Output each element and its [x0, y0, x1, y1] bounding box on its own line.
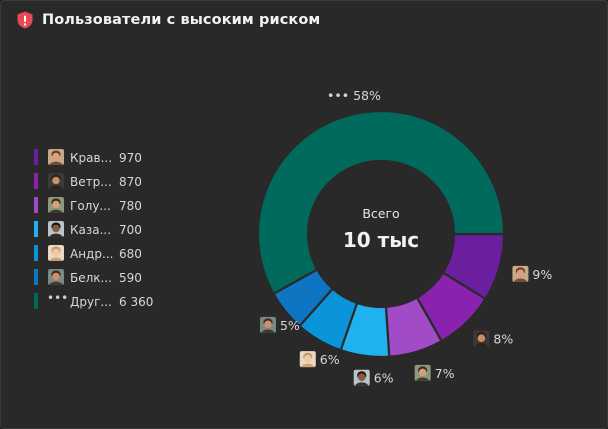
slice-percent-label: ••• 58%	[327, 88, 381, 103]
legend-swatch	[34, 269, 38, 285]
slice-label: 5%	[259, 316, 300, 333]
legend-item[interactable]: ••• Друг... 6 360	[34, 290, 164, 314]
legend-label: Ветр...	[70, 175, 112, 189]
slice-percent-label: 6%	[374, 371, 394, 386]
user-avatar	[48, 173, 64, 189]
legend-label: Каза...	[70, 223, 112, 237]
slice-percent-label: 5%	[280, 318, 300, 333]
user-avatar	[414, 364, 431, 381]
slice-label: 9%	[512, 265, 552, 282]
slice-percent-label: 8%	[493, 332, 513, 347]
slice-percent-label: 9%	[532, 267, 552, 282]
legend-swatch	[34, 245, 38, 261]
user-avatar	[353, 369, 370, 386]
legend-item[interactable]: Голу... 780	[34, 194, 164, 218]
slice-label: 8%	[473, 330, 513, 347]
slice-label: 6%	[299, 351, 340, 368]
legend-label: Белк...	[70, 271, 112, 285]
user-avatar	[48, 269, 64, 285]
user-avatar	[48, 245, 64, 261]
legend-item[interactable]: Андр... 680	[34, 242, 164, 266]
user-avatar	[299, 351, 316, 368]
alert-shield-icon	[17, 11, 33, 29]
legend-value: 870	[119, 175, 142, 189]
legend-value: 6 360	[119, 295, 154, 309]
user-avatar	[473, 330, 490, 347]
legend-value: 700	[119, 223, 142, 237]
legend-value: 780	[119, 199, 142, 213]
legend-label: Крав...	[70, 151, 113, 165]
slice-label: 7%	[414, 364, 455, 381]
legend-label: Андр...	[70, 247, 114, 261]
legend-item[interactable]: Ветр... 870	[34, 170, 164, 194]
legend-swatch	[34, 149, 38, 165]
card-title: Пользователи с высоким риском	[42, 12, 321, 28]
legend-swatch	[34, 293, 38, 309]
slice-percent-label: 7%	[435, 366, 455, 381]
slice-percent-label: 6%	[320, 352, 340, 367]
user-avatar	[512, 265, 529, 282]
slice-label: ••• 58%	[327, 88, 381, 103]
slice-label: 6%	[353, 369, 394, 386]
legend-item[interactable]: Белк... 590	[34, 266, 164, 290]
donut-slice[interactable]	[256, 109, 506, 296]
legend-item[interactable]: Каза... 700	[34, 218, 164, 242]
user-avatar	[48, 197, 64, 213]
user-avatar	[48, 221, 64, 237]
legend-swatch	[34, 197, 38, 213]
legend-label: Друг...	[70, 295, 112, 309]
legend-value: 680	[119, 247, 142, 261]
legend-swatch	[34, 173, 38, 189]
center-label: Всего	[362, 206, 399, 221]
center-total-value: 10 тыс	[343, 228, 419, 252]
legend-label: Голу...	[70, 199, 111, 213]
legend-swatch	[34, 221, 38, 237]
user-avatar	[259, 316, 276, 333]
chart-legend: Крав... 970 Ветр... 870 Голу... 780 Каза... 700…	[34, 146, 164, 314]
legend-value: 970	[119, 151, 142, 165]
card-header: Пользователи с высоким риском	[15, 10, 320, 30]
more-dots-icon: •••	[47, 291, 69, 305]
legend-item[interactable]: Крав... 970	[34, 146, 164, 170]
user-avatar	[48, 149, 64, 165]
legend-value: 590	[119, 271, 142, 285]
